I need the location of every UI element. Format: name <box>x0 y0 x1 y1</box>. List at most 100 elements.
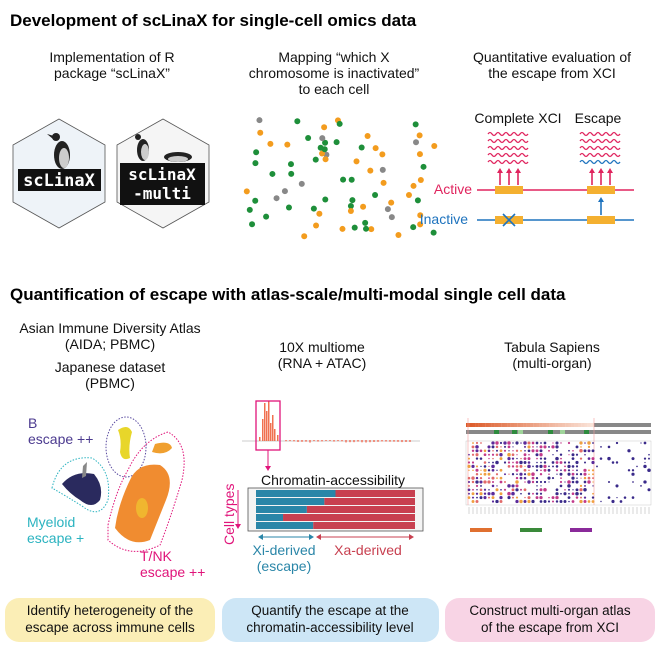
dot <box>475 492 479 495</box>
heat-cell <box>590 423 595 427</box>
dot <box>571 476 575 480</box>
myeloid-label: Myeloid <box>27 514 75 530</box>
myeloid-outline <box>51 457 110 513</box>
peak-bar <box>357 440 359 442</box>
heat-cell <box>546 423 550 427</box>
dot <box>548 445 550 448</box>
dot <box>567 472 571 476</box>
transcript-wave <box>487 138 529 144</box>
dot <box>527 457 531 461</box>
dot <box>584 453 586 456</box>
dot <box>528 469 530 472</box>
dot <box>511 488 515 492</box>
dot <box>492 450 494 452</box>
dot <box>503 488 507 491</box>
xi-bar <box>256 506 307 513</box>
dot <box>552 454 554 456</box>
heat-cell <box>555 423 559 427</box>
dot <box>516 457 518 460</box>
dot <box>548 449 550 452</box>
cell-dot <box>319 135 326 142</box>
logo-text: scLinaX <box>23 171 95 191</box>
cell-dot <box>379 151 386 158</box>
dot <box>619 500 623 503</box>
dot <box>583 472 587 476</box>
dot <box>555 500 559 503</box>
b-escape-label: escape ++ <box>28 431 93 447</box>
arrow-head <box>598 168 604 173</box>
dot <box>503 445 507 448</box>
dot <box>575 453 579 456</box>
dot <box>568 454 570 456</box>
peak-bar <box>289 440 291 442</box>
cell-dot <box>322 196 329 203</box>
heat-cell <box>466 423 470 427</box>
heat-cell <box>472 423 476 427</box>
dot <box>524 496 526 499</box>
escape-sublabel: (escape) <box>257 558 311 574</box>
dot <box>555 469 559 472</box>
dot <box>519 476 523 480</box>
dot <box>563 468 567 472</box>
dot <box>539 449 543 453</box>
dot <box>576 477 578 479</box>
cell-dot <box>246 206 253 213</box>
dot <box>479 457 483 460</box>
dot <box>471 461 475 464</box>
b-cell-outline <box>105 416 147 478</box>
cell-scatter-plot <box>243 117 438 240</box>
dot <box>488 457 490 460</box>
dot <box>560 492 562 495</box>
heat-cell <box>526 423 531 427</box>
heat-cell <box>510 423 515 427</box>
transcript-wave <box>579 131 621 137</box>
dot <box>467 480 471 484</box>
dot <box>600 500 602 503</box>
cell-dot <box>363 225 370 232</box>
cell-dot <box>417 221 424 228</box>
arrow-head <box>598 197 604 202</box>
logo-text: -multi <box>133 184 191 203</box>
dot <box>535 480 539 484</box>
dot <box>491 453 495 456</box>
dot <box>539 492 543 495</box>
dot <box>511 473 515 476</box>
dot <box>531 472 535 476</box>
peak-bar <box>397 440 399 442</box>
peak-bar <box>262 419 264 441</box>
b-cell-cluster <box>118 426 132 460</box>
cell-dot <box>310 205 317 212</box>
dot <box>535 464 539 468</box>
cell-dot <box>284 141 291 148</box>
peak-bar <box>301 440 303 442</box>
dot <box>591 460 595 465</box>
dot <box>491 445 495 449</box>
dot <box>480 484 482 487</box>
dot <box>564 481 566 483</box>
dot <box>539 495 543 500</box>
dot <box>499 453 503 457</box>
arrow-head <box>515 168 521 173</box>
dot <box>636 465 638 468</box>
dot <box>572 449 574 452</box>
heat-cell <box>539 423 543 427</box>
cell-dot <box>249 221 256 228</box>
accessibility-peaks <box>259 401 411 443</box>
dot <box>487 480 491 484</box>
dot <box>551 461 555 464</box>
dot <box>591 449 595 453</box>
dot <box>640 485 642 487</box>
xa-bar <box>313 522 415 529</box>
legend-bar <box>470 528 492 532</box>
dot <box>560 457 562 460</box>
dot <box>479 476 483 480</box>
cell-dot <box>416 132 423 139</box>
cell-dot <box>430 229 437 236</box>
box-line: Construct multi-organ atlas <box>469 603 631 618</box>
cell-dot <box>312 156 319 163</box>
myeloid-escape-label: escape + <box>27 530 84 546</box>
dot <box>467 496 471 499</box>
heat-cell <box>518 430 523 434</box>
heat-cell <box>584 423 588 427</box>
dot <box>475 449 479 453</box>
